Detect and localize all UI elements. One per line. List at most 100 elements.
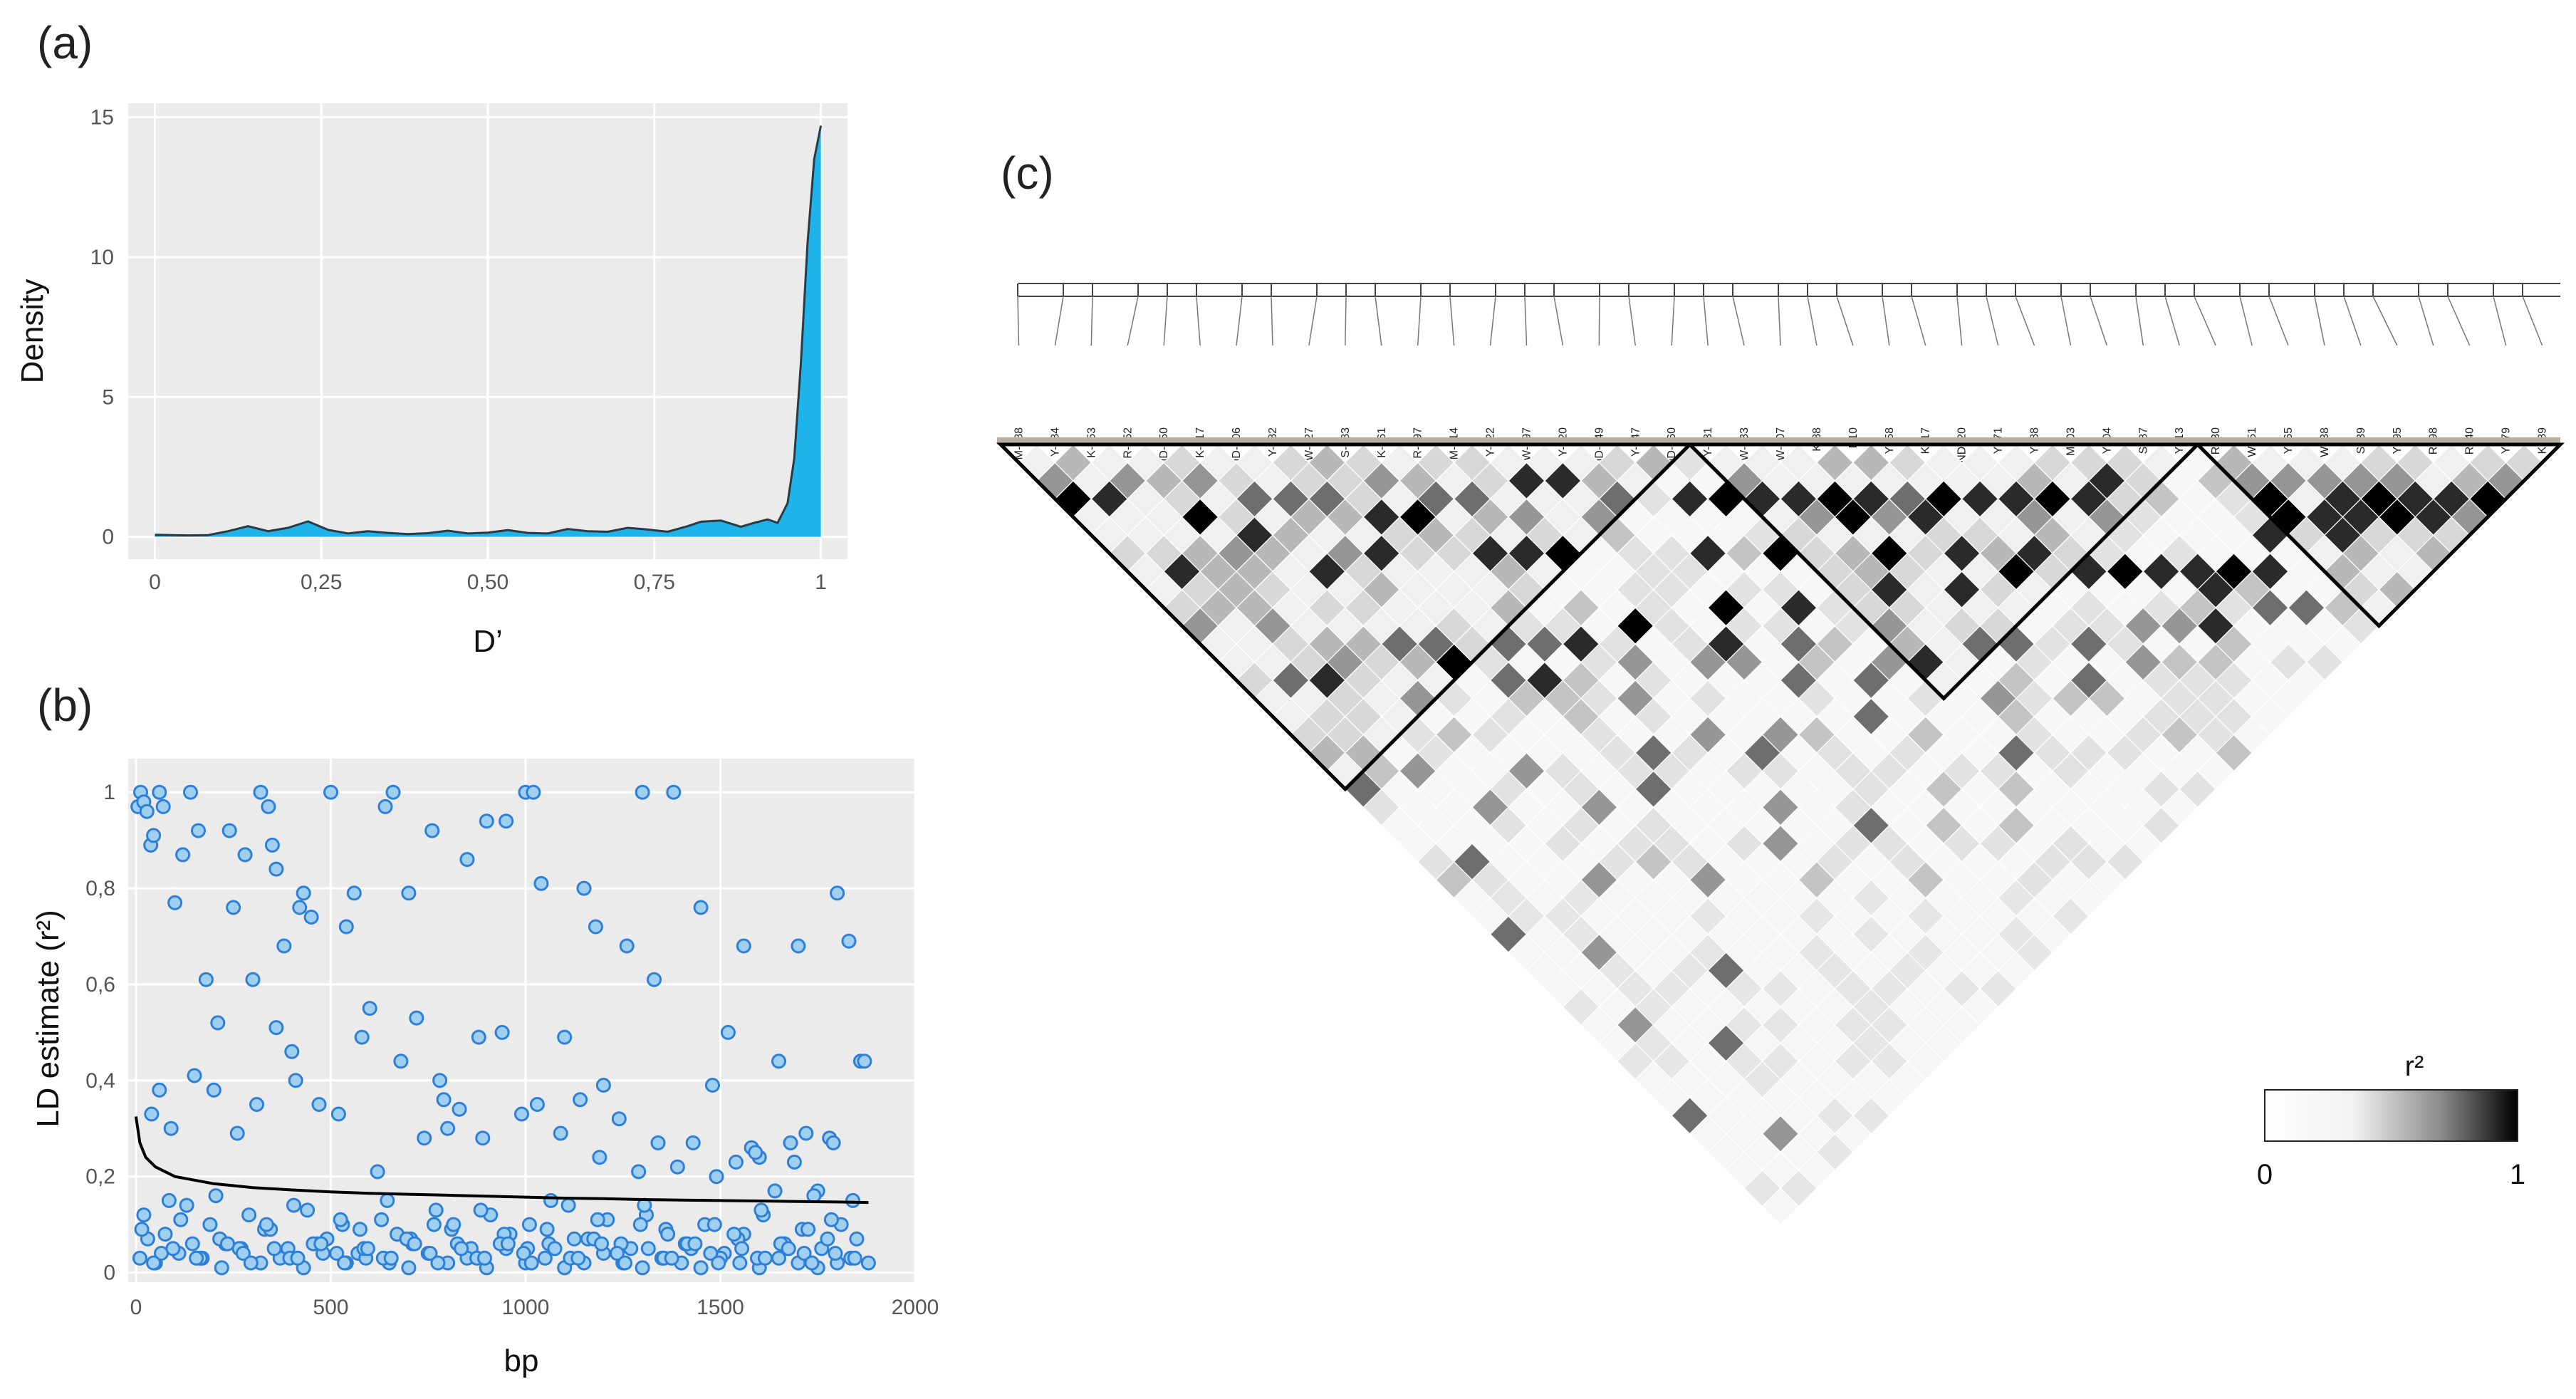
marker-connector bbox=[1553, 296, 1564, 346]
ld-point bbox=[157, 1227, 173, 1242]
marker-connector bbox=[2060, 296, 2072, 346]
marker-connector bbox=[1778, 296, 1781, 346]
panel-a-y-ticks: 0 5 10 15 bbox=[90, 106, 114, 549]
ld-point bbox=[757, 1250, 773, 1266]
panel-b-y-axis-title: LD estimate (r²) bbox=[31, 910, 66, 1128]
panel-b-y-tick-label: 1 bbox=[103, 781, 115, 804]
ld-point bbox=[705, 1078, 720, 1093]
ld-plot-header-bar bbox=[997, 437, 2560, 444]
ld-point bbox=[330, 1106, 346, 1122]
ld-point bbox=[268, 861, 284, 877]
ld-point bbox=[208, 1188, 224, 1204]
ld-point bbox=[407, 1236, 422, 1252]
ld-point bbox=[632, 1217, 648, 1232]
marker-position-ruler bbox=[1017, 284, 2543, 346]
panel-a-y-axis-title: Density bbox=[15, 279, 50, 384]
ld-point bbox=[243, 1255, 259, 1271]
marker-connector bbox=[2268, 296, 2289, 346]
ld-point bbox=[329, 1246, 345, 1261]
ld-point bbox=[617, 1255, 632, 1271]
marker-connector bbox=[1807, 296, 1818, 346]
legend-title: r² bbox=[2405, 1051, 2424, 1082]
ld-point bbox=[268, 1020, 284, 1036]
ld-point bbox=[781, 1241, 796, 1257]
ld-point bbox=[165, 1241, 181, 1257]
ld-point bbox=[529, 1097, 545, 1112]
ld-point bbox=[296, 885, 311, 901]
ld-point bbox=[428, 1202, 444, 1218]
ld-point bbox=[454, 1241, 469, 1257]
ld-point bbox=[526, 784, 541, 800]
ld-point bbox=[796, 1246, 812, 1261]
r2-legend: r² 0 1 bbox=[2257, 1051, 2525, 1190]
ld-point bbox=[728, 1154, 744, 1170]
ld-point bbox=[640, 1241, 656, 1257]
ld-point bbox=[300, 1202, 316, 1218]
ld-point bbox=[786, 1154, 802, 1170]
ld-point bbox=[440, 1120, 456, 1136]
ld-point bbox=[523, 1255, 539, 1271]
panel-b-label: (b) bbox=[37, 680, 93, 731]
ld-point bbox=[401, 885, 417, 901]
ld-point bbox=[221, 823, 237, 838]
panel-a-y-tick-label: 5 bbox=[102, 385, 114, 409]
ld-point bbox=[709, 1169, 724, 1185]
ld-point bbox=[417, 1130, 432, 1146]
ld-point bbox=[753, 1202, 769, 1218]
haplotype-block-outline bbox=[996, 442, 1694, 792]
ld-point bbox=[647, 972, 662, 987]
ld-point bbox=[261, 799, 276, 814]
ld-point bbox=[249, 1097, 264, 1112]
ld-point bbox=[214, 1260, 229, 1276]
ld-point bbox=[533, 875, 549, 891]
ld-point bbox=[134, 1222, 150, 1237]
ld-point bbox=[220, 1236, 235, 1252]
ld-point bbox=[804, 1255, 820, 1271]
ld-point bbox=[635, 784, 650, 800]
ld-point bbox=[206, 1082, 221, 1098]
ld-point bbox=[430, 1255, 446, 1271]
ld-point bbox=[152, 784, 167, 800]
ld-point bbox=[323, 784, 338, 800]
panel-b-x-tick-label: 500 bbox=[313, 1296, 348, 1319]
marker-connector bbox=[1489, 296, 1496, 346]
ld-point bbox=[290, 1250, 306, 1266]
ld-point bbox=[748, 1145, 763, 1160]
ld-point bbox=[253, 784, 268, 800]
ld-point bbox=[783, 1135, 798, 1150]
ld-point bbox=[687, 1236, 703, 1252]
ld-point bbox=[849, 1231, 865, 1247]
haplotype-block-outline bbox=[2193, 442, 2565, 629]
panel-b-x-tick-label: 1000 bbox=[502, 1296, 550, 1319]
marker-connector bbox=[1196, 296, 1201, 346]
ld-point bbox=[144, 1106, 160, 1122]
ld-point bbox=[650, 1135, 666, 1150]
ld-point bbox=[284, 1044, 300, 1059]
marker-connector bbox=[1127, 296, 1139, 346]
ld-point bbox=[198, 972, 214, 987]
marker-connector bbox=[1732, 296, 1745, 346]
ld-point bbox=[592, 1150, 608, 1165]
ld-point bbox=[611, 1111, 627, 1127]
ld-point bbox=[161, 1192, 177, 1208]
marker-label: IND220 bbox=[1956, 427, 1968, 466]
ld-point bbox=[570, 1250, 586, 1266]
marker-connector bbox=[1986, 296, 1999, 346]
ld-point bbox=[635, 1260, 650, 1276]
ld-point bbox=[521, 1217, 537, 1232]
ld-point bbox=[771, 1054, 786, 1069]
marker-connector bbox=[2314, 296, 2325, 346]
ld-point bbox=[276, 938, 292, 954]
marker-connector bbox=[2493, 296, 2507, 346]
ld-point bbox=[664, 1250, 679, 1266]
marker-connector bbox=[1449, 296, 1455, 346]
panel-a-x-tick-label: 0 bbox=[149, 571, 161, 594]
ld-point bbox=[588, 919, 603, 935]
ld-point bbox=[210, 1015, 226, 1031]
ld-point bbox=[560, 1197, 576, 1213]
ld-point bbox=[401, 1260, 417, 1276]
ld-point bbox=[706, 1217, 722, 1232]
legend-max-label: 1 bbox=[2510, 1159, 2525, 1190]
haplotype-block-outline bbox=[1685, 442, 2202, 702]
ld-point bbox=[146, 828, 162, 843]
